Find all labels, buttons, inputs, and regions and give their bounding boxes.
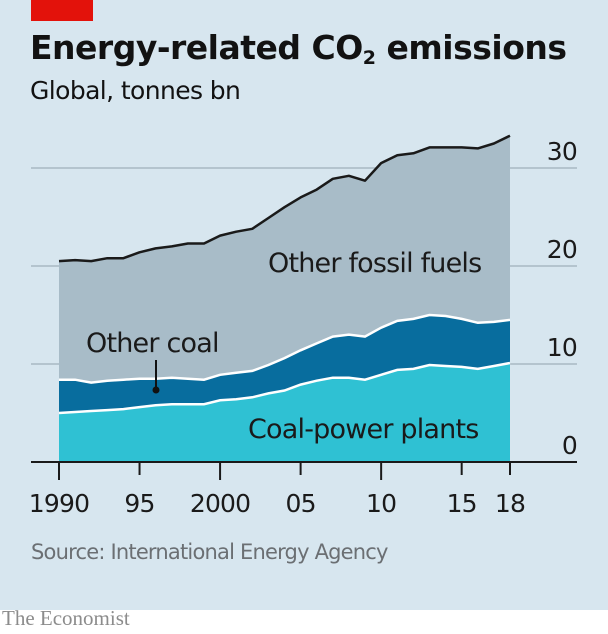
title-subscript: 2	[362, 47, 376, 69]
y-axis-labels: 0 10 20 30	[547, 137, 578, 460]
area-other-coal	[59, 315, 510, 413]
x-tick-label-2015: 15	[447, 489, 477, 518]
boundary-line-coal-power-plants	[58, 361, 511, 415]
y-tick-label-0: 0	[562, 431, 577, 460]
label-coal-power-plants: Coal-power plants	[248, 414, 479, 445]
y-tick-label-20: 20	[547, 235, 577, 264]
x-tick-label-2005: 05	[285, 489, 315, 518]
total-emissions-line	[58, 134, 511, 263]
x-axis: 1990 95 2000 05 10 15 18	[29, 461, 577, 518]
series-boundary-lines	[58, 134, 511, 415]
label-other-coal: Other coal	[86, 328, 219, 359]
publisher-brand: The Economist	[2, 606, 130, 630]
x-tick-label-2000: 2000	[190, 489, 250, 518]
x-tick-label-2010: 10	[366, 489, 396, 518]
source-note: Source: International Energy Agency	[31, 540, 388, 564]
y-tick-label-30: 30	[547, 137, 577, 166]
brand-red-bar	[31, 0, 93, 21]
boundary-line-other-coal	[59, 313, 511, 384]
chart-title: Energy-related CO2 emissions	[30, 28, 567, 69]
other-coal-pointer-dot	[152, 386, 160, 394]
inline-labels: Other fossil fuels Other coal Coal-power…	[86, 248, 482, 445]
x-tick-label-1990: 1990	[29, 489, 89, 518]
x-tick-label-2018: 18	[495, 489, 525, 518]
title-text-post: emissions	[375, 28, 567, 67]
label-other-fossil-fuels: Other fossil fuels	[268, 248, 481, 279]
area-chart: 1990 95 2000 05 10 15 18 0 10 20 30 Other fossil …	[29, 134, 578, 518]
x-tick-label-1995: 95	[124, 489, 154, 518]
area-coal-power-plants	[59, 363, 510, 462]
y-tick-label-10: 10	[547, 333, 577, 362]
title-text-pre: Energy-related CO	[30, 28, 363, 67]
chart-subtitle: Global, tonnes bn	[30, 76, 241, 105]
